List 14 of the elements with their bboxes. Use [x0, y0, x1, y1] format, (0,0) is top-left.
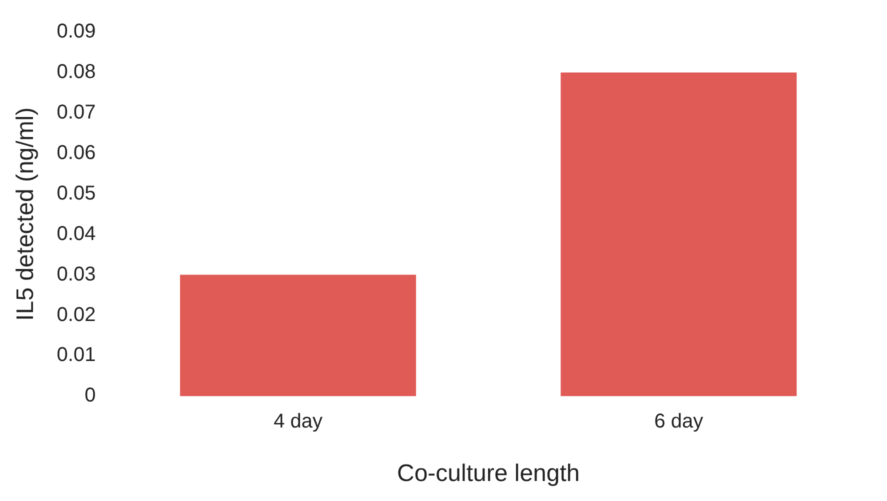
y-tick-label: 0: [84, 384, 96, 407]
y-tick-label: 0.09: [56, 20, 96, 43]
y-tick-label: 0.03: [56, 263, 96, 286]
x-tick-label: 4 day: [274, 410, 323, 433]
y-tick-label: 0.05: [56, 182, 96, 204]
x-axis-title: Co-culture length: [396, 460, 580, 488]
y-axis-title: IL5 detected (ng/ml): [12, 107, 40, 321]
y-tick-label: 0.06: [56, 142, 96, 164]
y-tick-label: 0.08: [56, 60, 96, 83]
y-tick-label: 0.07: [56, 101, 96, 124]
y-tick-label: 0.04: [56, 222, 96, 245]
y-tick-label: 0.01: [56, 344, 96, 366]
x-tick-label: 6 day: [654, 410, 704, 433]
y-tick-label: 0.02: [56, 304, 96, 326]
